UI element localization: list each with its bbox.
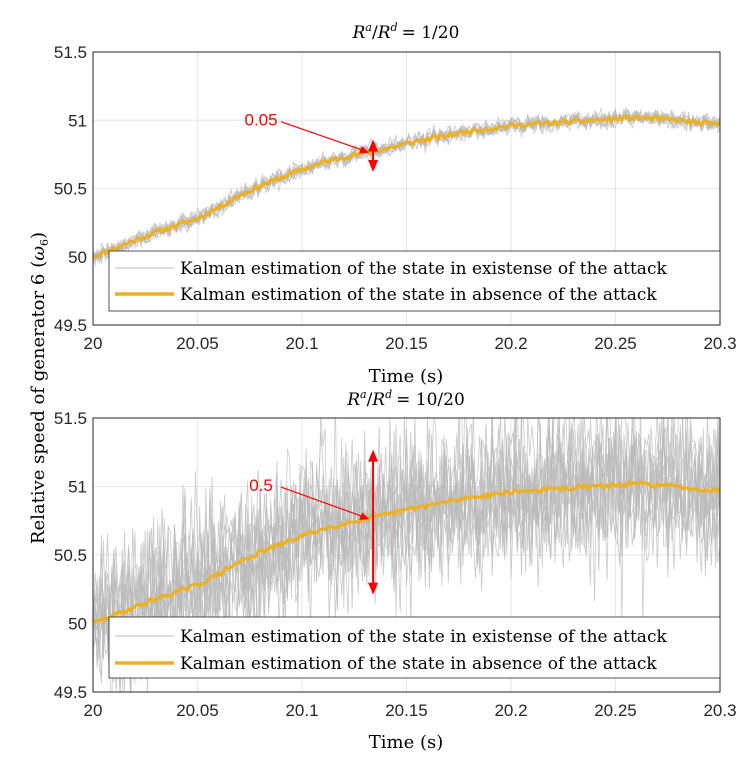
bottom-chart: 20 20.05 20.1 20.15 20.2 20.25 20.3 49.5 50 50.5… (54, 388, 737, 753)
attack-realization-line (93, 418, 720, 679)
annotation-up-arrow-top (368, 139, 379, 152)
annotation-arrowhead-bottom (359, 512, 370, 520)
axes-box-bottom (92, 417, 721, 693)
plot-lines-bottom (93, 418, 720, 692)
legend-bottom: Kalman estimation of the state in existe… (108, 616, 721, 679)
annotation-bottom: 0.5 (249, 449, 379, 595)
y-tick-label: 51.5 (54, 43, 87, 62)
top-chart: 20 20.05 20.1 20.15 20.2 20.25 20.3 49.5 50 50.5… (54, 21, 737, 387)
x-tick-label: 20.2 (494, 701, 527, 720)
y-axis-label: Relative speed of generator 6(ω6) (28, 232, 51, 544)
y-tick-label: 50.5 (54, 546, 87, 565)
x-tick-label: 20.25 (594, 334, 637, 353)
annotation-top: 0.05 (245, 111, 379, 173)
x-axis-label-bottom: Time (s) (369, 732, 444, 753)
annotation-down-arrow-bottom (368, 582, 379, 595)
legend-label-attack-bottom: Kalman estimation of the state in existe… (180, 627, 667, 647)
chart-title-bottom: Ra/Rd = 10/20 (346, 388, 465, 410)
attack-realization-line (93, 418, 720, 692)
x-tick-label: 20.1 (285, 701, 318, 720)
y-tick-label: 49.5 (54, 683, 87, 702)
attack-realization-line (93, 418, 720, 688)
annotation-label-bottom: 0.5 (249, 476, 273, 495)
attack-realization-line (93, 418, 720, 692)
annotation-label-top: 0.05 (245, 111, 278, 130)
x-tick-label: 20.2 (494, 334, 527, 353)
chart-title-top: Ra/Rd = 1/20 (352, 21, 460, 43)
x-tick-labels-top: 20 20.05 20.1 20.15 20.2 20.25 20.3 (84, 334, 737, 353)
annotation-up-arrow-bottom (368, 449, 379, 462)
x-tick-label: 20.05 (176, 701, 219, 720)
no-attack-series-line-bottom (93, 480, 720, 626)
x-tick-label: 20 (84, 701, 103, 720)
legend-top: Kalman estimation of the state in existe… (108, 250, 721, 312)
y-tick-labels-bottom: 49.5 50 50.5 51 51.5 (54, 409, 87, 702)
x-tick-label: 20.05 (176, 334, 219, 353)
attack-realization-line (93, 110, 720, 264)
annotation-arrowhead-top (359, 145, 370, 154)
y-tick-label: 51 (68, 111, 87, 130)
axes-box-top (92, 51, 721, 326)
no-attack-series-line-top (93, 113, 720, 260)
y-tick-label: 50.5 (54, 180, 87, 199)
annotation-down-arrow-top (368, 160, 379, 173)
x-tick-label: 20.25 (594, 701, 637, 720)
y-tick-label: 51.5 (54, 409, 87, 428)
x-tick-label: 20.3 (703, 334, 736, 353)
legend-label-noattack-top: Kalman estimation of the state in absenc… (180, 285, 657, 305)
y-tick-label: 50 (68, 615, 87, 634)
x-tick-label: 20.1 (285, 334, 318, 353)
x-tick-label: 20.15 (385, 334, 428, 353)
x-tick-label: 20.3 (703, 701, 736, 720)
plot-lines-top (93, 106, 720, 267)
y-tick-labels-top: 49.5 50 50.5 51 51.5 (54, 43, 87, 335)
y-tick-label: 51 (68, 478, 87, 497)
x-axis-label-top: Time (s) (369, 366, 444, 387)
legend-label-attack-top: Kalman estimation of the state in existe… (180, 259, 667, 279)
annotation-arrow-top (280, 121, 368, 153)
y-tick-label: 50 (68, 248, 87, 267)
x-tick-label: 20.15 (385, 701, 428, 720)
annotation-arrow-bottom (280, 486, 368, 519)
attack-series-lines-bottom (93, 418, 720, 692)
y-tick-label: 49.5 (54, 316, 87, 335)
x-tick-labels-bottom: 20 20.05 20.1 20.15 20.2 20.25 20.3 (84, 701, 737, 720)
legend-label-noattack-bottom: Kalman estimation of the state in absenc… (180, 654, 657, 674)
x-tick-label: 20 (84, 334, 103, 353)
